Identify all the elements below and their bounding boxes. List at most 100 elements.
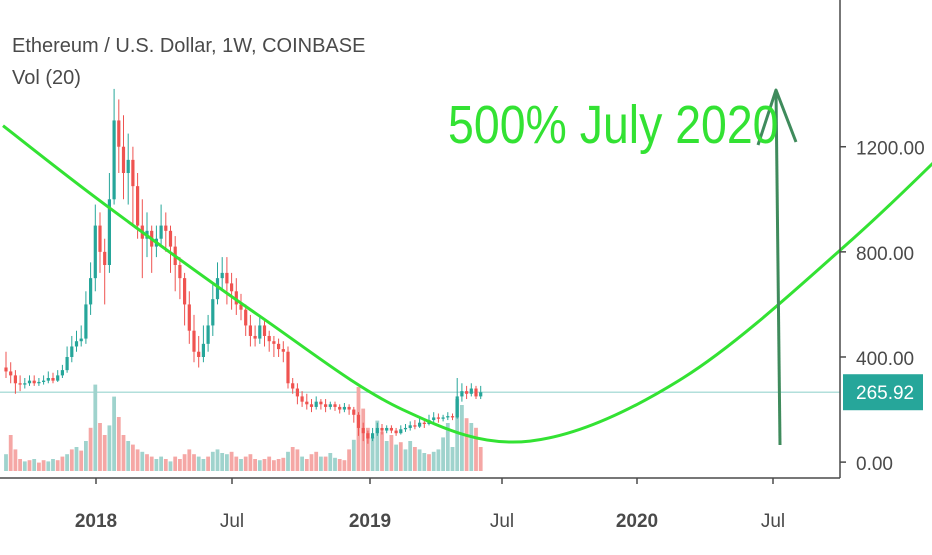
volume-bar bbox=[304, 459, 309, 471]
volume-bar bbox=[126, 441, 131, 471]
volume-bar bbox=[342, 460, 347, 471]
candle-body bbox=[366, 433, 370, 439]
y-tick-label: 400.00 bbox=[856, 349, 914, 370]
volume-bar bbox=[140, 451, 145, 471]
candle-body bbox=[286, 351, 290, 384]
candle-body bbox=[281, 349, 285, 352]
volume-bar bbox=[427, 454, 431, 471]
candle-body bbox=[230, 283, 234, 292]
volume-bar bbox=[74, 447, 79, 471]
candle-body bbox=[408, 425, 412, 428]
candle-body bbox=[126, 159, 130, 174]
volume-bar bbox=[403, 449, 408, 471]
candle-body bbox=[60, 370, 64, 376]
volume-bar bbox=[337, 459, 342, 471]
candle-body bbox=[23, 383, 27, 385]
volume-bar bbox=[192, 454, 196, 471]
volume-bar bbox=[394, 444, 398, 471]
volume-bar bbox=[323, 456, 328, 471]
candle-body bbox=[183, 278, 187, 305]
volume-bar bbox=[168, 461, 173, 471]
volume-bar bbox=[84, 441, 88, 471]
volume-bar bbox=[229, 451, 234, 471]
volume-bar bbox=[281, 457, 286, 471]
candle-body bbox=[403, 427, 408, 430]
volume-bar bbox=[51, 459, 55, 471]
current-price-tag: 265.92 bbox=[843, 374, 923, 411]
volume-bar bbox=[436, 449, 441, 471]
candle-body bbox=[13, 375, 17, 384]
candle-body bbox=[84, 304, 88, 339]
volume-bar bbox=[295, 449, 300, 471]
candle-body bbox=[136, 186, 140, 226]
candle-body bbox=[413, 425, 417, 427]
candle-body bbox=[356, 414, 361, 428]
x-tick-label: 2019 bbox=[349, 511, 391, 532]
candle-body bbox=[432, 417, 436, 421]
candle-body bbox=[201, 343, 205, 357]
volume-bar bbox=[319, 456, 323, 471]
volume-bar bbox=[116, 417, 121, 471]
volume-bar bbox=[248, 454, 253, 471]
volume-bar bbox=[225, 454, 229, 471]
volume-bar bbox=[121, 435, 126, 471]
candle-body bbox=[267, 335, 271, 342]
candle-body bbox=[272, 341, 276, 344]
candle-body bbox=[338, 406, 342, 410]
candle-body bbox=[385, 427, 389, 431]
volume-bar bbox=[154, 459, 159, 471]
candle-body bbox=[258, 325, 262, 339]
candle-body bbox=[131, 159, 135, 187]
volume-bar bbox=[131, 444, 135, 471]
x-tick-label: 2018 bbox=[75, 511, 117, 532]
volume-bar bbox=[272, 460, 276, 471]
volume-bar bbox=[27, 460, 32, 471]
candle-body bbox=[79, 338, 83, 342]
candle-body bbox=[51, 378, 55, 381]
y-tick-label: 0.00 bbox=[856, 454, 893, 475]
volume-bar bbox=[375, 420, 380, 471]
volume-bar bbox=[93, 384, 98, 471]
candle-body bbox=[168, 230, 173, 247]
volume-bar bbox=[366, 427, 370, 471]
candle-body bbox=[328, 404, 332, 407]
volume-bar bbox=[398, 442, 403, 471]
candle-body bbox=[215, 278, 220, 300]
volume-bar bbox=[314, 451, 319, 471]
volume-bar bbox=[46, 461, 51, 471]
candle-body bbox=[98, 225, 102, 252]
candle-body bbox=[253, 335, 257, 339]
candle-body bbox=[469, 388, 473, 394]
volume-bar bbox=[88, 427, 93, 471]
volume-bar bbox=[276, 459, 281, 471]
volume-bar bbox=[431, 451, 436, 471]
candle-body bbox=[248, 325, 252, 336]
candle-body bbox=[399, 429, 403, 434]
volume-bar bbox=[149, 456, 154, 471]
volume-bar bbox=[370, 437, 375, 471]
x-tick-label: 2020 bbox=[616, 511, 658, 532]
volume-bar bbox=[239, 459, 243, 471]
volume-bar bbox=[455, 399, 460, 471]
y-tick-label: 1200.00 bbox=[856, 139, 925, 160]
volume-bar bbox=[107, 425, 112, 471]
candle-body bbox=[117, 120, 121, 147]
candle-body bbox=[389, 427, 393, 431]
volume-bar bbox=[257, 460, 262, 471]
candle-body bbox=[4, 367, 8, 372]
volume-bar bbox=[243, 456, 248, 471]
volume-bar bbox=[37, 462, 41, 471]
volume-bar bbox=[4, 454, 8, 471]
x-tick-label: Jul bbox=[220, 511, 244, 532]
volume-bar bbox=[267, 456, 272, 471]
volume-bar bbox=[262, 459, 267, 471]
candle-body bbox=[305, 401, 309, 405]
volume-bar bbox=[69, 449, 74, 471]
volume-bar bbox=[206, 456, 210, 471]
candle-body bbox=[375, 427, 379, 434]
volume-bar bbox=[60, 456, 65, 471]
volume-bar bbox=[182, 454, 187, 471]
candle-body bbox=[192, 330, 196, 352]
